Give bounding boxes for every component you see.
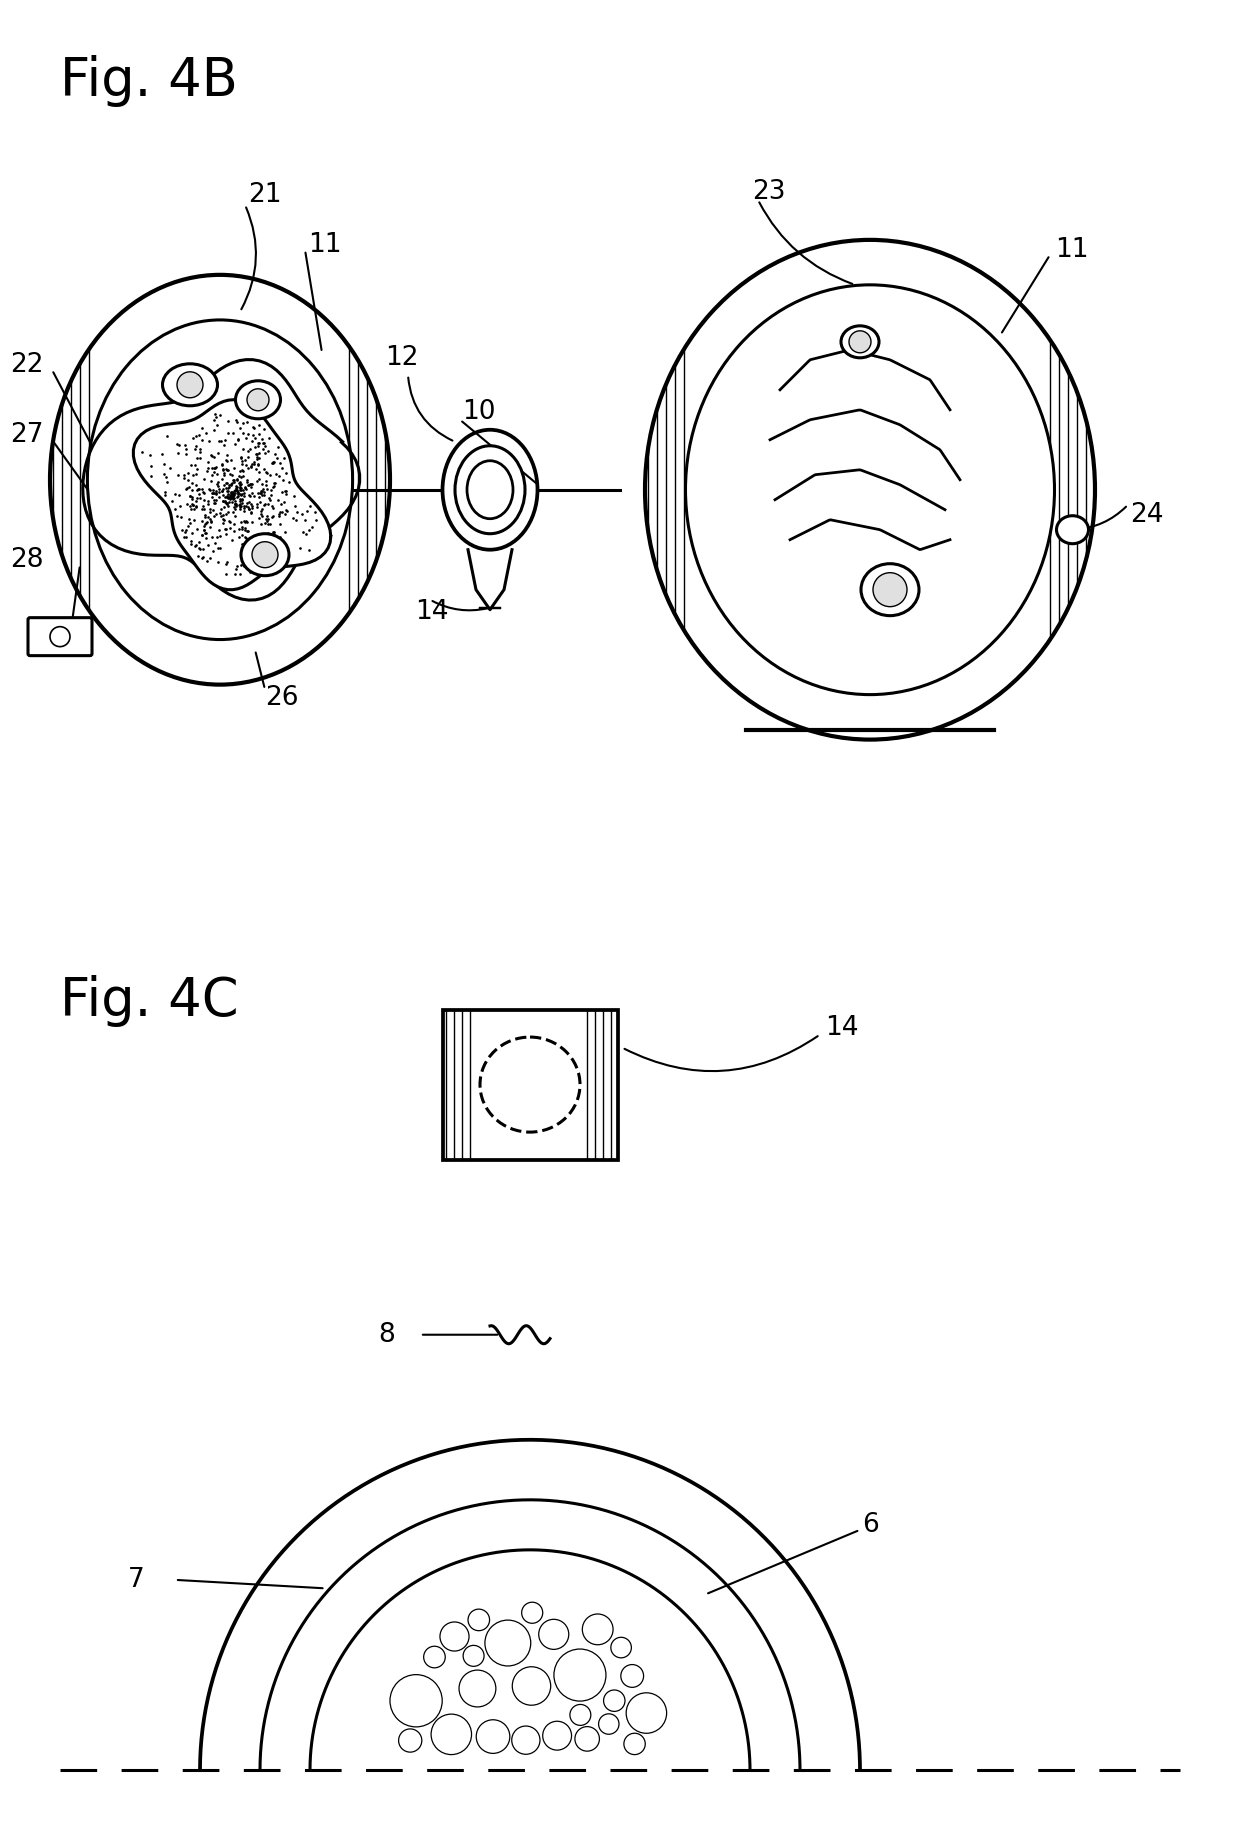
Ellipse shape [1056, 515, 1089, 544]
Circle shape [459, 1670, 496, 1707]
Circle shape [50, 627, 69, 647]
Circle shape [398, 1729, 422, 1753]
Text: 14: 14 [415, 600, 449, 625]
Circle shape [626, 1692, 667, 1734]
Text: 27: 27 [10, 421, 43, 447]
Ellipse shape [841, 326, 879, 359]
Ellipse shape [50, 274, 391, 684]
Text: 21: 21 [248, 182, 281, 208]
Ellipse shape [861, 565, 919, 616]
Circle shape [476, 1719, 510, 1753]
Text: 8: 8 [378, 1322, 396, 1348]
Text: 7: 7 [128, 1567, 145, 1593]
Text: 28: 28 [10, 546, 43, 572]
Circle shape [512, 1666, 551, 1705]
Ellipse shape [455, 445, 525, 533]
Ellipse shape [87, 320, 352, 640]
Text: 12: 12 [384, 344, 419, 371]
Circle shape [485, 1620, 531, 1666]
Polygon shape [134, 399, 331, 590]
Circle shape [463, 1646, 484, 1666]
Text: 25: 25 [820, 522, 853, 548]
Circle shape [849, 331, 870, 353]
Circle shape [583, 1615, 613, 1644]
Circle shape [247, 388, 269, 410]
Text: 11: 11 [308, 232, 341, 257]
Circle shape [432, 1714, 471, 1754]
Circle shape [424, 1646, 445, 1668]
Text: 26: 26 [265, 684, 299, 710]
Ellipse shape [162, 364, 217, 406]
Text: Fig. 4B: Fig. 4B [60, 55, 238, 107]
Bar [443, 1010, 618, 1160]
Text: 22: 22 [10, 351, 43, 377]
Ellipse shape [467, 462, 513, 519]
Text: 6: 6 [862, 1512, 879, 1537]
Circle shape [873, 572, 906, 607]
Circle shape [624, 1732, 645, 1754]
FancyBboxPatch shape [29, 618, 92, 657]
Circle shape [467, 1609, 490, 1631]
Circle shape [252, 543, 278, 568]
Circle shape [599, 1714, 619, 1734]
Ellipse shape [443, 430, 537, 550]
Text: 10: 10 [463, 399, 496, 425]
Circle shape [177, 371, 203, 397]
Text: 11: 11 [1055, 237, 1089, 263]
Circle shape [512, 1727, 539, 1754]
Circle shape [621, 1664, 644, 1688]
Circle shape [538, 1620, 569, 1650]
Circle shape [570, 1705, 590, 1725]
Circle shape [611, 1637, 631, 1657]
Circle shape [554, 1650, 606, 1701]
Ellipse shape [645, 239, 1095, 739]
Text: 24: 24 [1130, 502, 1163, 528]
Circle shape [543, 1721, 572, 1751]
Text: 23: 23 [751, 178, 785, 204]
Text: Fig. 4C: Fig. 4C [60, 975, 238, 1026]
Circle shape [440, 1622, 469, 1651]
Ellipse shape [236, 381, 280, 419]
Circle shape [522, 1602, 543, 1624]
Circle shape [575, 1727, 599, 1751]
Ellipse shape [241, 533, 289, 576]
Ellipse shape [686, 285, 1054, 695]
Circle shape [604, 1690, 625, 1712]
Text: 14: 14 [825, 1015, 858, 1041]
Circle shape [391, 1675, 443, 1727]
